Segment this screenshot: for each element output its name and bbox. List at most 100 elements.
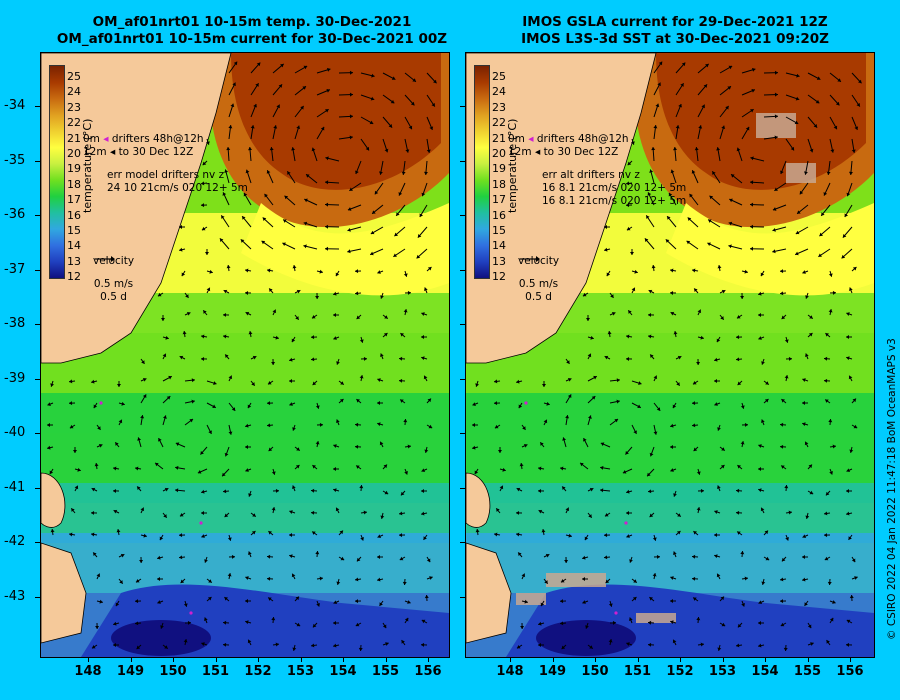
current-arrow-head (629, 617, 633, 621)
current-arrow-head (303, 244, 307, 249)
current-arrow-head (267, 401, 271, 406)
current-arrow-head (347, 249, 351, 254)
current-arrow-head (646, 215, 650, 219)
current-arrow-head (708, 219, 712, 223)
latitude-tick (460, 433, 465, 434)
longitude-label: 150 (159, 664, 187, 679)
current-arrow-head (604, 355, 609, 360)
current-arrow-head (604, 512, 609, 517)
current-arrow-head (289, 379, 293, 384)
current-arrow-head (626, 489, 630, 494)
current-arrow-head (827, 581, 832, 585)
current-arrow-head (385, 642, 389, 646)
left-map-panel[interactable]: 25 24 23 22 21 20 19 18 17 16 15 14 13 12 temperature… (40, 52, 450, 658)
current-arrow-head (828, 309, 833, 313)
current-arrow-head (427, 398, 432, 403)
current-arrow-head (693, 447, 698, 452)
current-arrow-head (651, 265, 656, 269)
current-arrow-head (616, 378, 620, 383)
current-arrow-head (696, 471, 701, 475)
current-arrow-head (319, 269, 323, 274)
current-arrow-head (736, 510, 740, 515)
longitude-label: 155 (371, 664, 400, 679)
latitude-tick (460, 269, 465, 271)
current-arrow-head (631, 287, 636, 292)
right-drifters-legend: 0m ◂ drifters 48h@12h 12m ◂ to 30 Dec 12… (508, 133, 629, 159)
current-arrow-head (774, 70, 778, 75)
current-arrow-head (797, 210, 801, 214)
current-arrow-head (142, 377, 147, 382)
sst-band (41, 533, 449, 593)
current-arrow-head (582, 577, 586, 582)
current-arrow-head (648, 489, 652, 494)
current-arrow-head (421, 511, 425, 516)
right-map-panel[interactable]: 25 24 23 22 21 20 19 18 17 16 15 14 13 12 temperature… (465, 52, 875, 658)
velocity-scale-arrow-icon (93, 256, 134, 278)
latitude-tick (460, 542, 465, 543)
current-arrow-head (304, 198, 308, 203)
current-arrow-head (91, 510, 95, 515)
left-colorbar (49, 65, 65, 279)
current-arrow-head (98, 443, 103, 448)
current-arrow-head (780, 577, 784, 582)
current-arrow-head (251, 531, 256, 535)
current-arrow-head (247, 639, 252, 644)
current-arrow-head (538, 643, 542, 648)
current-arrow-head (701, 104, 705, 109)
current-arrow-head (804, 441, 809, 446)
current-arrow-head (417, 234, 422, 238)
right-map-canvas[interactable] (466, 53, 874, 657)
current-arrow-head (758, 466, 762, 471)
current-arrow-head (696, 617, 701, 621)
current-arrow-head (589, 645, 593, 649)
current-arrow-head (802, 400, 806, 405)
current-arrow-head (179, 355, 184, 360)
left-map-canvas[interactable] (41, 53, 449, 657)
current-arrow-head (180, 579, 185, 584)
colorbar-tick-label: 23 (492, 100, 506, 114)
current-arrow-head (268, 597, 272, 601)
current-arrow-head (95, 625, 100, 629)
current-arrow-head (407, 290, 411, 295)
current-arrow-head (629, 559, 633, 563)
current-arrow-head (681, 62, 686, 67)
current-arrow-head (691, 170, 696, 174)
current-arrow-head (717, 647, 722, 651)
current-arrow-head (600, 465, 604, 470)
current-arrow-head (326, 67, 331, 72)
current-arrow-head (268, 531, 272, 535)
current-arrow-head (359, 485, 364, 489)
latitude-label: -35 (4, 152, 26, 168)
current-arrow-head (543, 419, 548, 424)
left-velocity-days: 0.5 d (100, 291, 127, 303)
current-arrow-head (201, 181, 205, 186)
current-arrow-head (405, 149, 410, 153)
current-arrow-head (846, 489, 850, 494)
longitude-label: 154 (329, 664, 357, 679)
current-arrow-head (421, 192, 426, 197)
longitude-tick (215, 657, 217, 662)
current-arrow-head (349, 187, 353, 191)
current-arrow-head (363, 356, 367, 361)
current-arrow-head (790, 146, 795, 151)
current-arrow-head (264, 193, 268, 198)
current-arrow-head (175, 488, 179, 493)
current-arrow-head (142, 394, 147, 399)
current-arrow-head (585, 625, 589, 629)
current-arrow-head (795, 96, 800, 101)
current-arrow-head (803, 171, 808, 175)
latitude-tick (460, 378, 465, 380)
current-arrow-head (774, 187, 778, 191)
current-arrow-head (672, 404, 677, 409)
current-arrow-head (245, 620, 249, 625)
longitude-label: 149 (116, 664, 145, 679)
current-arrow-head (712, 171, 716, 175)
current-arrow-head (157, 600, 161, 604)
left-drifters-line1: drifters 48h@12h (111, 133, 204, 145)
left-title-line1: OM_af01nrt01 10-15m temp. 30-Dec-2021 (92, 14, 412, 30)
current-arrow-head (399, 556, 404, 561)
current-arrow-head (774, 114, 778, 119)
current-arrow-head (91, 379, 95, 384)
colorbar-tick-label: 22 (67, 116, 81, 130)
current-arrow-head (431, 103, 435, 107)
